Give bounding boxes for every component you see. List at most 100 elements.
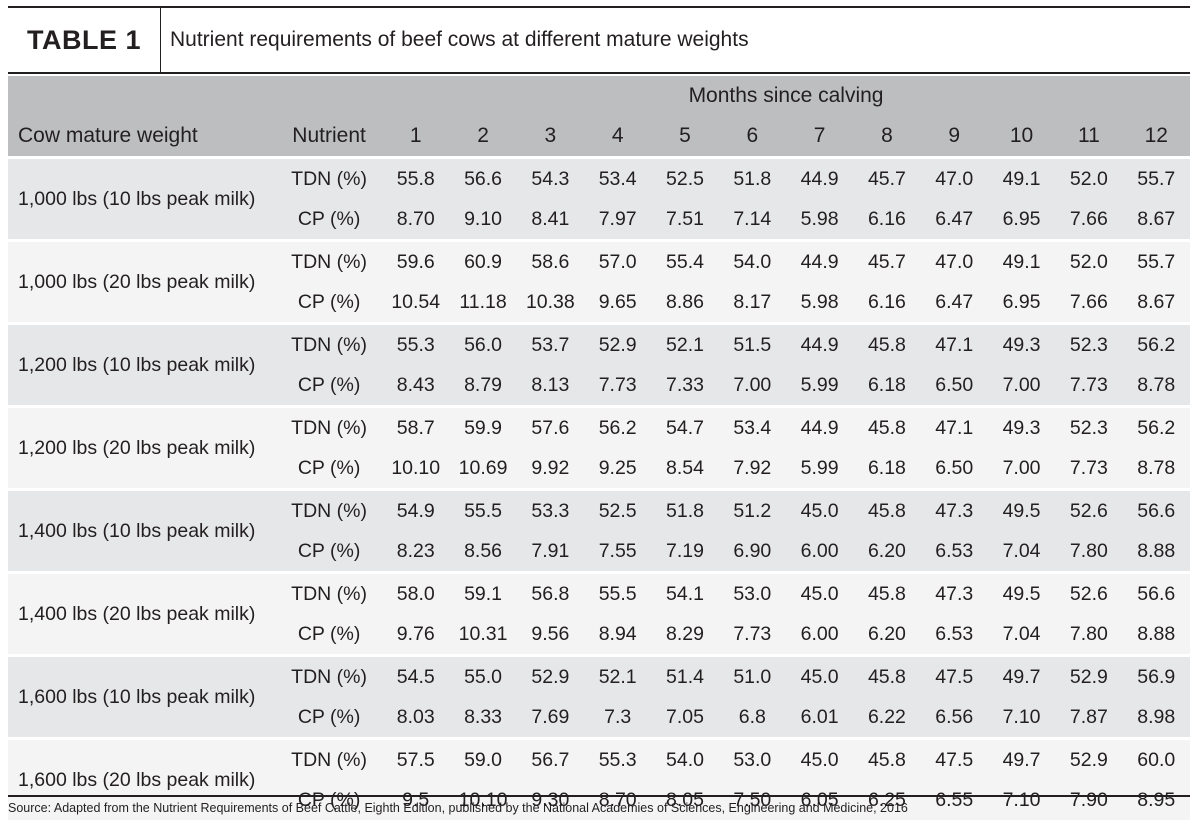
table-row: 1,000 lbs (10 lbs peak milk) TDN (%) 55.8 5… (8, 156, 1190, 241)
cow-mature-weight-header: Cow mature weight (8, 116, 277, 158)
cp-value-cell: 7.14 (718, 199, 786, 241)
cp-value-cell: 8.33 (449, 697, 517, 739)
cp-value-cell: 6.05 (785, 780, 854, 820)
month-header-12: 12 (1122, 116, 1190, 158)
tdn-value-cell: 52.3 (1055, 405, 1123, 448)
month-header-10: 10 (987, 116, 1056, 158)
tdn-value-cell: 47.1 (920, 322, 988, 365)
tdn-value-cell: 55.3 (382, 322, 450, 365)
cp-value-cell: 6.53 (920, 614, 988, 656)
nutrient-label-cell: TDN (%) (276, 322, 383, 365)
tdn-value-cell: 52.1 (584, 654, 652, 697)
tdn-value-cell: 49.1 (987, 239, 1056, 282)
tdn-value-cell: 58.7 (382, 405, 450, 448)
cp-value-cell: 6.53 (920, 531, 988, 573)
cp-value-cell: 6.90 (718, 531, 786, 573)
cp-value-cell: 6.50 (920, 365, 988, 407)
cp-value-cell: 7.05 (651, 697, 719, 739)
cp-value-cell: 5.98 (785, 282, 854, 324)
month-header-6: 6 (718, 116, 786, 158)
tdn-value-cell: 52.0 (1055, 239, 1123, 282)
tdn-value-cell: 56.2 (1122, 322, 1190, 365)
tdn-value-cell: 60.0 (1122, 737, 1190, 780)
cp-value-cell: 11.18 (449, 282, 517, 324)
tdn-value-cell: 45.8 (853, 654, 921, 697)
cp-value-cell: 8.78 (1122, 365, 1190, 407)
tdn-value-cell: 47.5 (920, 737, 988, 780)
tdn-value-cell: 54.0 (651, 737, 719, 780)
nutrient-label-cell: TDN (%) (276, 239, 383, 282)
cp-value-cell: 7.69 (516, 697, 585, 739)
tdn-value-cell: 54.9 (382, 488, 450, 531)
table-row: 1,200 lbs (20 lbs peak milk) TDN (%) 58.7 5… (8, 405, 1190, 490)
tdn-value-cell: 56.0 (449, 322, 517, 365)
tdn-value-cell: 45.8 (853, 405, 921, 448)
tdn-value-cell: 56.2 (1122, 405, 1190, 448)
cow-weight-cell: 1,000 lbs (10 lbs peak milk) (8, 156, 277, 241)
tdn-value-cell: 49.5 (987, 488, 1056, 531)
table-title-bar: TABLE 1 Nutrient requirements of beef co… (8, 6, 1190, 74)
tdn-value-cell: 44.9 (785, 405, 854, 448)
tdn-value-cell: 56.7 (516, 737, 585, 780)
cp-value-cell: 6.55 (920, 780, 988, 820)
nutrient-label-cell: TDN (%) (276, 488, 383, 531)
cp-value-cell: 7.97 (584, 199, 652, 241)
tdn-value-cell: 55.7 (1122, 239, 1190, 282)
tdn-value-cell: 47.3 (920, 571, 988, 614)
tdn-value-cell: 51.5 (718, 322, 786, 365)
table-row: 1,200 lbs (10 lbs peak milk) TDN (%) 55.3 5… (8, 322, 1190, 407)
tdn-value-cell: 52.5 (651, 156, 719, 199)
tdn-value-cell: 45.8 (853, 488, 921, 531)
tdn-value-cell: 55.0 (449, 654, 517, 697)
table-row: 1,600 lbs (20 lbs peak milk) TDN (%) 57.5 5… (8, 737, 1190, 820)
tdn-value-cell: 45.0 (785, 737, 854, 780)
month-header-11: 11 (1055, 116, 1123, 158)
table-header: Months since calving Cow mature weight N… (8, 76, 1190, 158)
cp-value-cell: 6.50 (920, 448, 988, 490)
table-row: 1,400 lbs (20 lbs peak milk) TDN (%) 58.0 5… (8, 571, 1190, 656)
cp-value-cell: 8.94 (584, 614, 652, 656)
tdn-value-cell: 49.3 (987, 322, 1056, 365)
cp-value-cell: 8.78 (1122, 448, 1190, 490)
nutrient-label-cell: CP (%) (276, 199, 383, 241)
cp-value-cell: 7.92 (718, 448, 786, 490)
cp-value-cell: 6.00 (785, 614, 854, 656)
tdn-value-cell: 45.0 (785, 654, 854, 697)
cp-value-cell: 9.56 (516, 614, 585, 656)
table-row: 1,600 lbs (10 lbs peak milk) TDN (%) 54.5 5… (8, 654, 1190, 739)
cp-value-cell: 8.05 (651, 780, 719, 820)
nutrient-label-cell: TDN (%) (276, 654, 383, 697)
tdn-value-cell: 52.9 (516, 654, 585, 697)
tdn-value-cell: 52.5 (584, 488, 652, 531)
month-header-8: 8 (853, 116, 921, 158)
tdn-value-cell: 53.0 (718, 571, 786, 614)
tdn-value-cell: 44.9 (785, 322, 854, 365)
tdn-value-cell: 44.9 (785, 239, 854, 282)
tdn-value-cell: 53.3 (516, 488, 585, 531)
source-note: Source: Adapted from the Nutrient Requir… (8, 795, 1190, 815)
tdn-value-cell: 52.6 (1055, 488, 1123, 531)
tdn-value-cell: 54.5 (382, 654, 450, 697)
cp-value-cell: 5.98 (785, 199, 854, 241)
nutrient-requirements-table: Months since calving Cow mature weight N… (8, 76, 1190, 820)
cp-value-cell: 8.41 (516, 199, 585, 241)
tdn-value-cell: 49.7 (987, 654, 1056, 697)
tdn-value-cell: 56.2 (584, 405, 652, 448)
tdn-value-cell: 45.7 (853, 156, 921, 199)
cp-value-cell: 7.73 (718, 614, 786, 656)
cp-value-cell: 8.70 (584, 780, 652, 820)
tdn-value-cell: 53.0 (718, 737, 786, 780)
tdn-value-cell: 47.1 (920, 405, 988, 448)
cp-value-cell: 7.10 (987, 780, 1056, 820)
cp-value-cell: 7.50 (718, 780, 786, 820)
cp-value-cell: 10.54 (382, 282, 450, 324)
cp-value-cell: 6.16 (853, 282, 921, 324)
cp-value-cell: 6.47 (920, 282, 988, 324)
tdn-value-cell: 45.8 (853, 322, 921, 365)
cp-value-cell: 8.70 (382, 199, 450, 241)
cow-weight-cell: 1,200 lbs (20 lbs peak milk) (8, 405, 277, 490)
cp-value-cell: 6.18 (853, 448, 921, 490)
tdn-value-cell: 56.6 (1122, 488, 1190, 531)
table-row: CP (%) 8.70 9.10 8.41 7.97 7.51 7.14 5.98 6.16 6.… (8, 199, 1190, 241)
cp-value-cell: 6.8 (718, 697, 786, 739)
